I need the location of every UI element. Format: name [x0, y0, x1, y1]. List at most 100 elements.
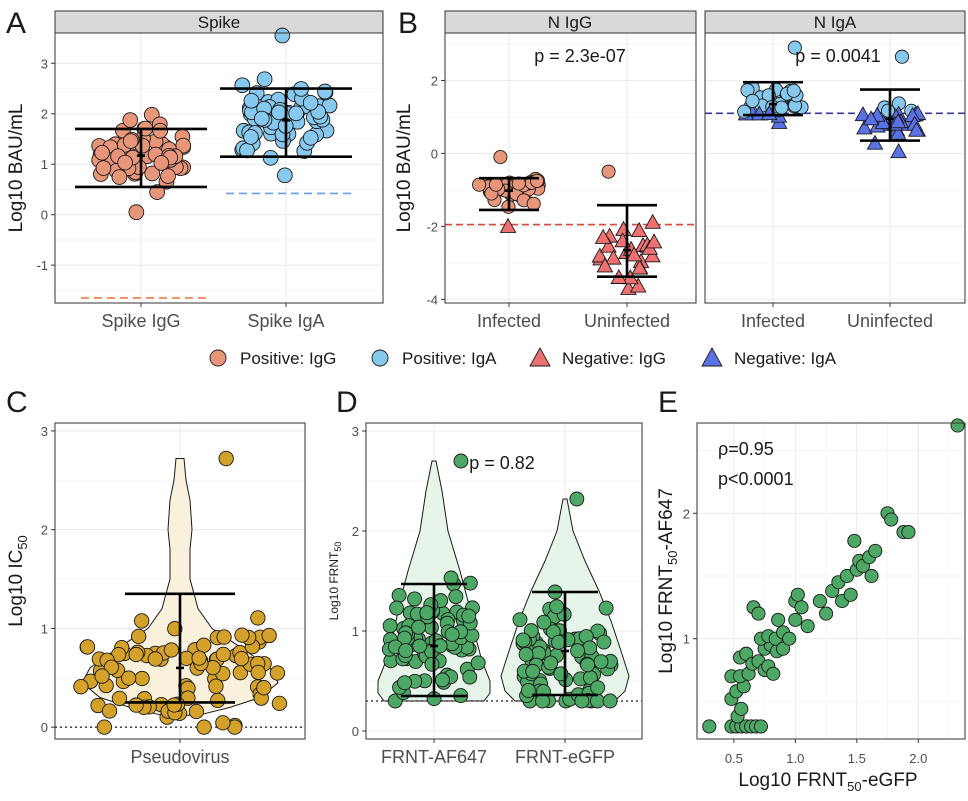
data-point	[253, 110, 270, 127]
data-point	[894, 49, 910, 64]
data-point	[525, 663, 541, 679]
y-tick-c-label: 1	[41, 621, 48, 636]
data-point	[453, 453, 469, 469]
x-tick-e-label: 1.5	[848, 751, 866, 766]
data-point	[800, 619, 815, 634]
x-tick-e-label: 1.0	[786, 751, 804, 766]
plot-frame-b-iga	[704, 32, 966, 304]
y-tick-d-label: 1	[352, 624, 359, 639]
data-point	[389, 600, 405, 616]
data-point	[625, 246, 643, 262]
data-point	[745, 93, 760, 108]
data-point	[234, 77, 251, 94]
data-point	[407, 591, 423, 607]
data-point	[856, 119, 873, 135]
x-axis-title-e-sub: 50	[847, 779, 861, 794]
data-point	[462, 669, 478, 685]
data-point	[398, 643, 414, 659]
data-point	[580, 657, 596, 673]
data-point	[215, 646, 231, 663]
y-tick-b-label: 2	[431, 73, 438, 88]
data-point	[134, 670, 150, 687]
y-axis-title-c-main: Log10 IC	[6, 550, 27, 627]
data-point	[889, 113, 907, 129]
data-point	[234, 627, 250, 643]
data-point	[950, 418, 965, 433]
x-axis-title-e-tail: -eGFP	[862, 770, 918, 791]
data-point	[549, 599, 565, 615]
panel-label-c: C	[6, 386, 28, 419]
data-point	[73, 679, 89, 695]
x-tick-d-label: FRNT-eGFP	[515, 747, 615, 767]
data-point	[317, 83, 333, 100]
data-point	[868, 543, 883, 558]
data-point	[523, 623, 539, 639]
legend-label: Positive: IgG	[240, 349, 336, 368]
data-point	[167, 621, 183, 637]
data-point	[210, 692, 226, 709]
data-point	[771, 612, 786, 627]
data-point	[847, 533, 862, 548]
data-point	[590, 680, 606, 696]
data-point	[511, 176, 526, 191]
data-point	[444, 626, 460, 642]
y-tick-d-label: 3	[352, 424, 359, 439]
data-point	[391, 587, 407, 603]
data-point	[277, 167, 293, 184]
data-point	[302, 94, 319, 111]
legend-label: Positive: IgA	[402, 349, 497, 368]
data-point	[120, 670, 137, 686]
panel-a: Spike -1 0 1 2 3 Spike IgG Spike IgA Log10 BA…	[6, 10, 384, 331]
y-axis-title-d-main: Log10 FRNT	[327, 551, 341, 620]
data-point	[288, 105, 304, 122]
data-point	[218, 450, 234, 467]
data-point	[424, 656, 440, 672]
data-point	[412, 638, 428, 654]
data-point	[518, 646, 534, 662]
data-point	[382, 618, 398, 634]
data-point	[269, 665, 286, 681]
strip-label-n-iga: N IgA	[814, 13, 857, 32]
y-tick-d-label: 2	[352, 524, 359, 539]
plot-frame-d	[365, 422, 643, 740]
data-point	[598, 600, 614, 616]
data-point	[411, 619, 426, 635]
x-tick-b-igg-label: Infected	[477, 311, 541, 331]
data-point	[470, 655, 486, 671]
data-point	[591, 247, 609, 263]
data-point	[101, 703, 118, 719]
data-point	[196, 637, 212, 653]
x-tick-b-igg-label: Uninfected	[584, 311, 670, 331]
data-point	[790, 587, 805, 602]
data-point	[96, 719, 113, 735]
x-axis-title-e-main: Log10 FRNT	[738, 770, 847, 791]
y-axis-title-b: Log10 BAU/mL	[394, 104, 415, 233]
data-point	[786, 83, 801, 98]
data-point	[515, 632, 531, 648]
data-point	[643, 247, 661, 263]
x-tick-e-label: 2.0	[909, 751, 927, 766]
data-point	[256, 680, 272, 696]
data-point	[753, 719, 768, 734]
data-point	[862, 110, 880, 126]
data-point	[839, 568, 855, 584]
stat-p-e: p<0.0001	[718, 469, 794, 489]
y-tick-a-label: 1	[41, 157, 48, 172]
data-point	[596, 257, 614, 273]
stat-rho-e: ρ=0.95	[718, 439, 774, 459]
data-point	[461, 608, 477, 624]
data-point	[79, 639, 96, 655]
p-value-d: p = 0.82	[469, 453, 535, 473]
y-tick-e-label: 1	[683, 632, 690, 647]
strip-label-n-igg: N IgG	[548, 13, 592, 32]
panel-label-d: D	[336, 386, 358, 419]
data-point	[95, 160, 112, 176]
data-point	[854, 106, 872, 122]
data-point	[600, 237, 617, 253]
data-point	[488, 177, 504, 192]
data-point	[512, 612, 528, 628]
data-point	[884, 512, 899, 527]
data-point	[615, 220, 632, 236]
data-point	[302, 129, 319, 146]
panel-label-a: A	[6, 7, 26, 40]
